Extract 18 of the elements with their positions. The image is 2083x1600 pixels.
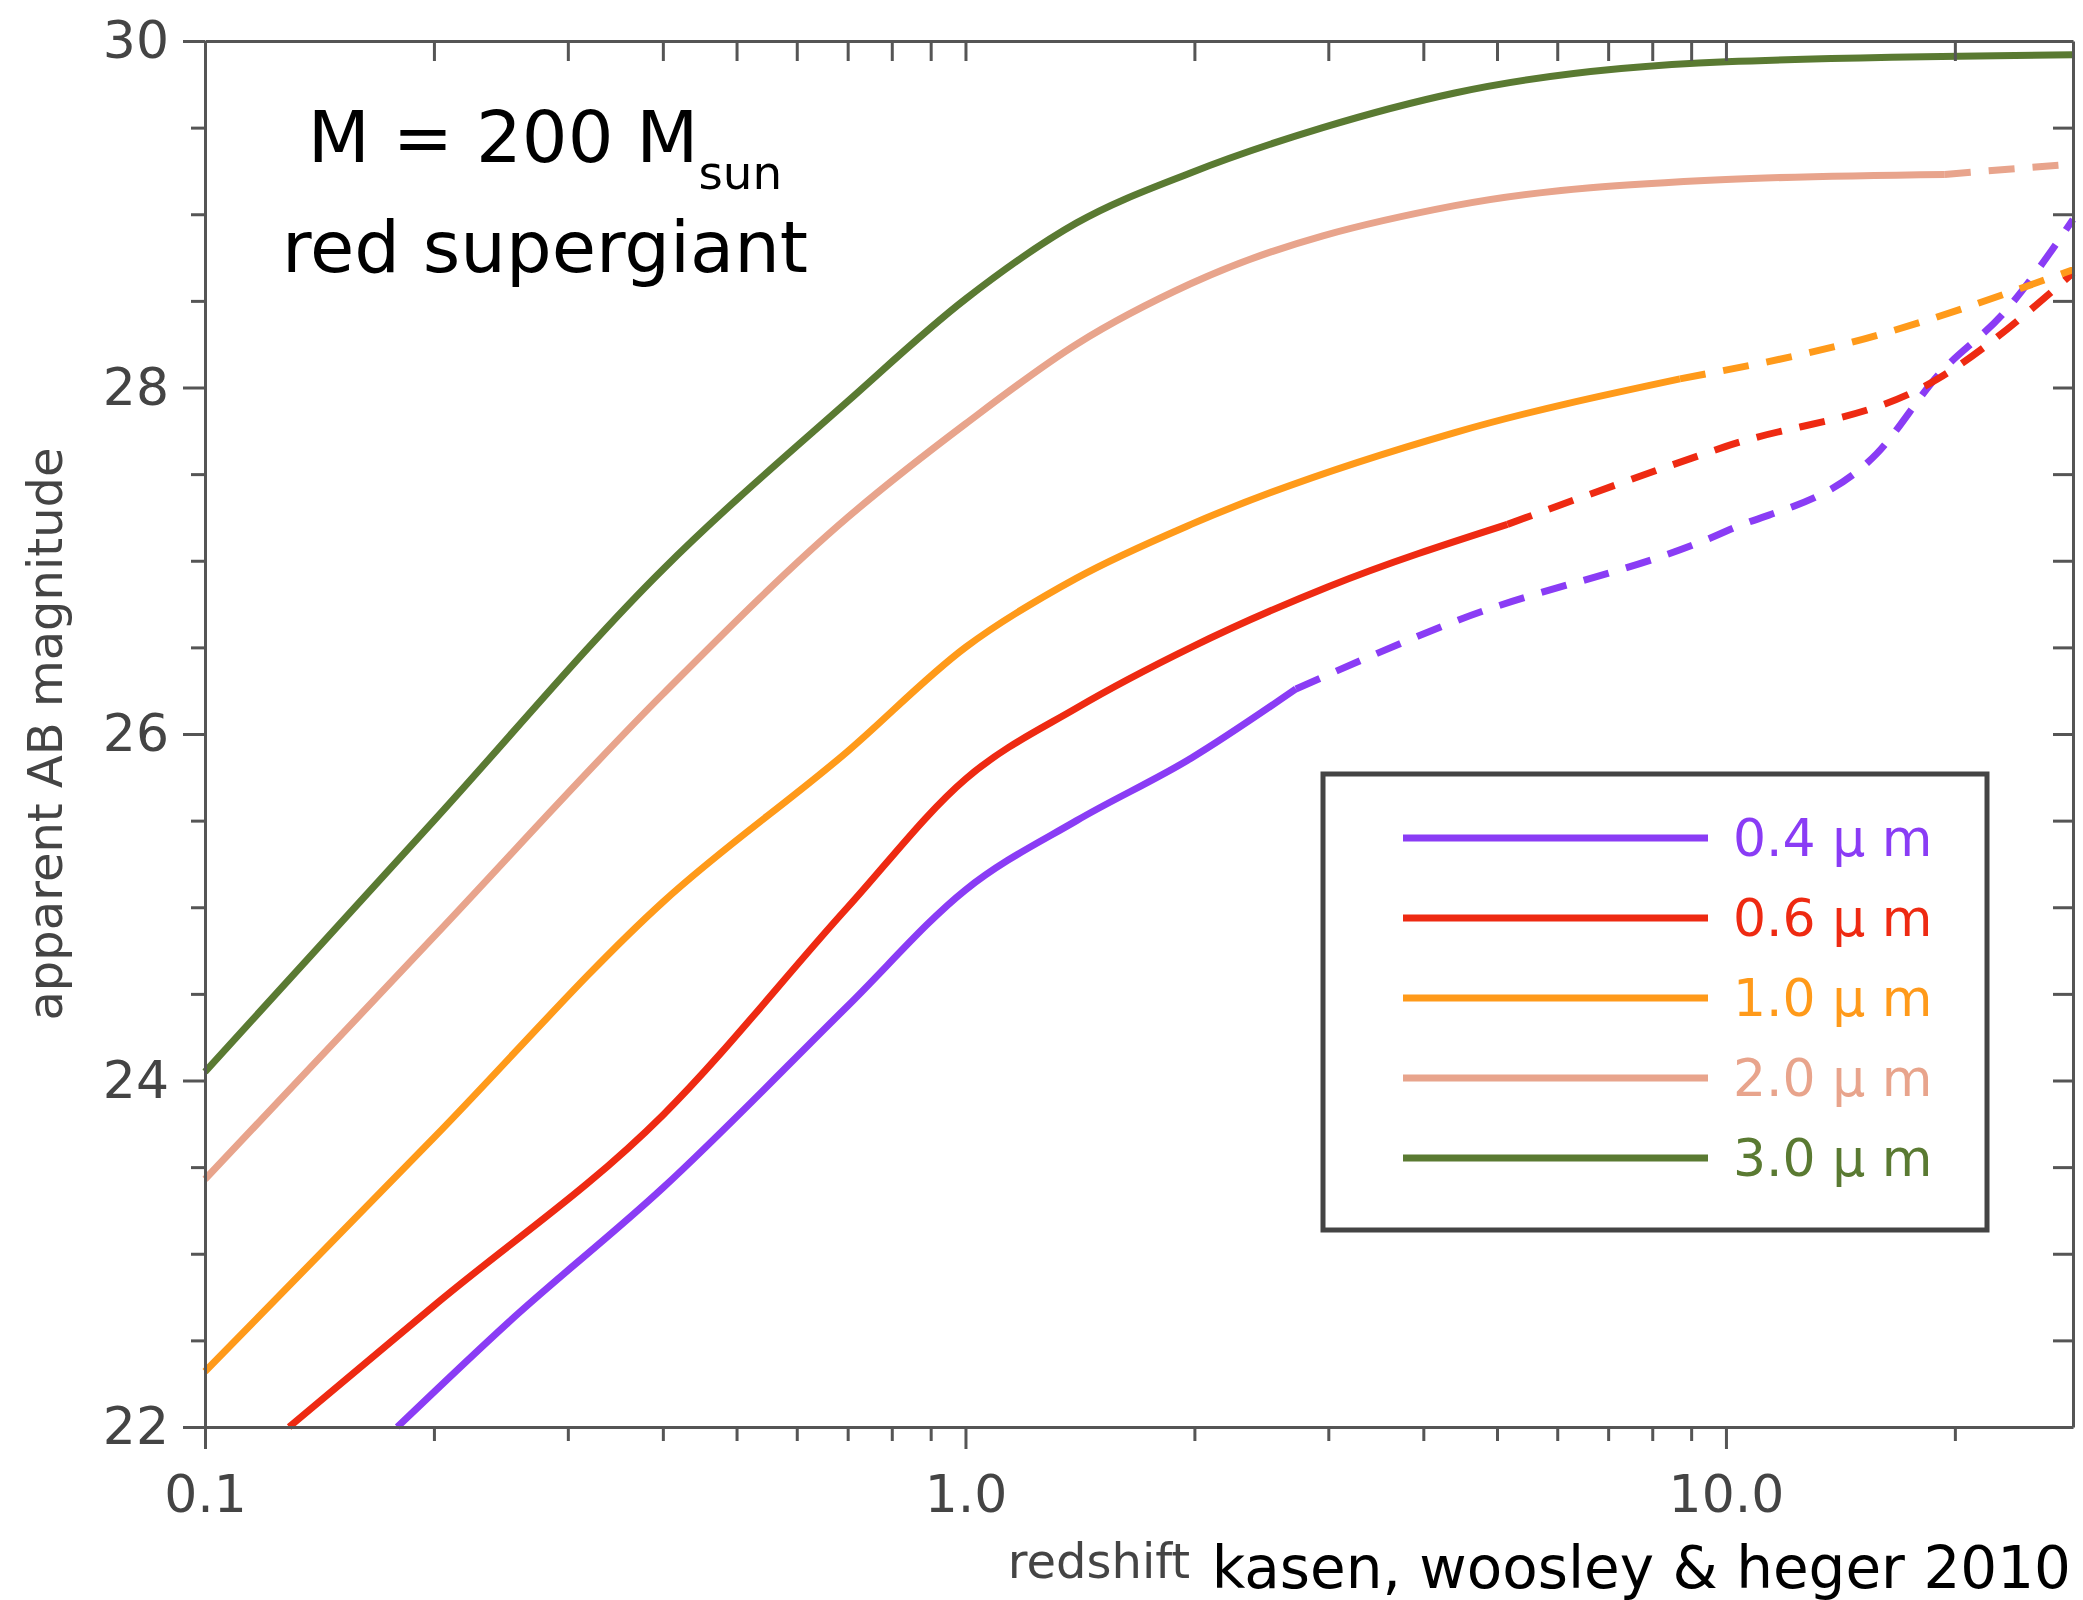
- text: kasen, woosley & heger 2010: [1211, 1534, 2071, 1600]
- y-axis-title: apparent AB magnitude: [17, 447, 73, 1021]
- x-tick-label: 0.1: [164, 1463, 247, 1524]
- text: 0.4 μ m: [1733, 808, 1933, 869]
- annotation: M = 200 M$_{sun}$: [307, 95, 783, 200]
- y-tick-label: 28: [102, 356, 169, 417]
- y-tick-label: 24: [102, 1049, 169, 1110]
- annotation: red supergiant: [281, 205, 809, 289]
- y-tick-label: 22: [102, 1396, 169, 1457]
- text: 3.0 μ m: [1733, 1128, 1933, 1189]
- y-tick-label: 30: [102, 10, 169, 71]
- x-tick-label: 10.0: [1668, 1463, 1785, 1524]
- text: 1.0 μ m: [1733, 968, 1933, 1029]
- x-axis-title: redshift: [1007, 1533, 1191, 1589]
- text: 0.6 μ m: [1733, 888, 1933, 949]
- x-tick-label: 1.0: [924, 1463, 1008, 1524]
- y-tick-label: 26: [102, 703, 169, 764]
- text: 2.0 μ m: [1733, 1048, 1933, 1109]
